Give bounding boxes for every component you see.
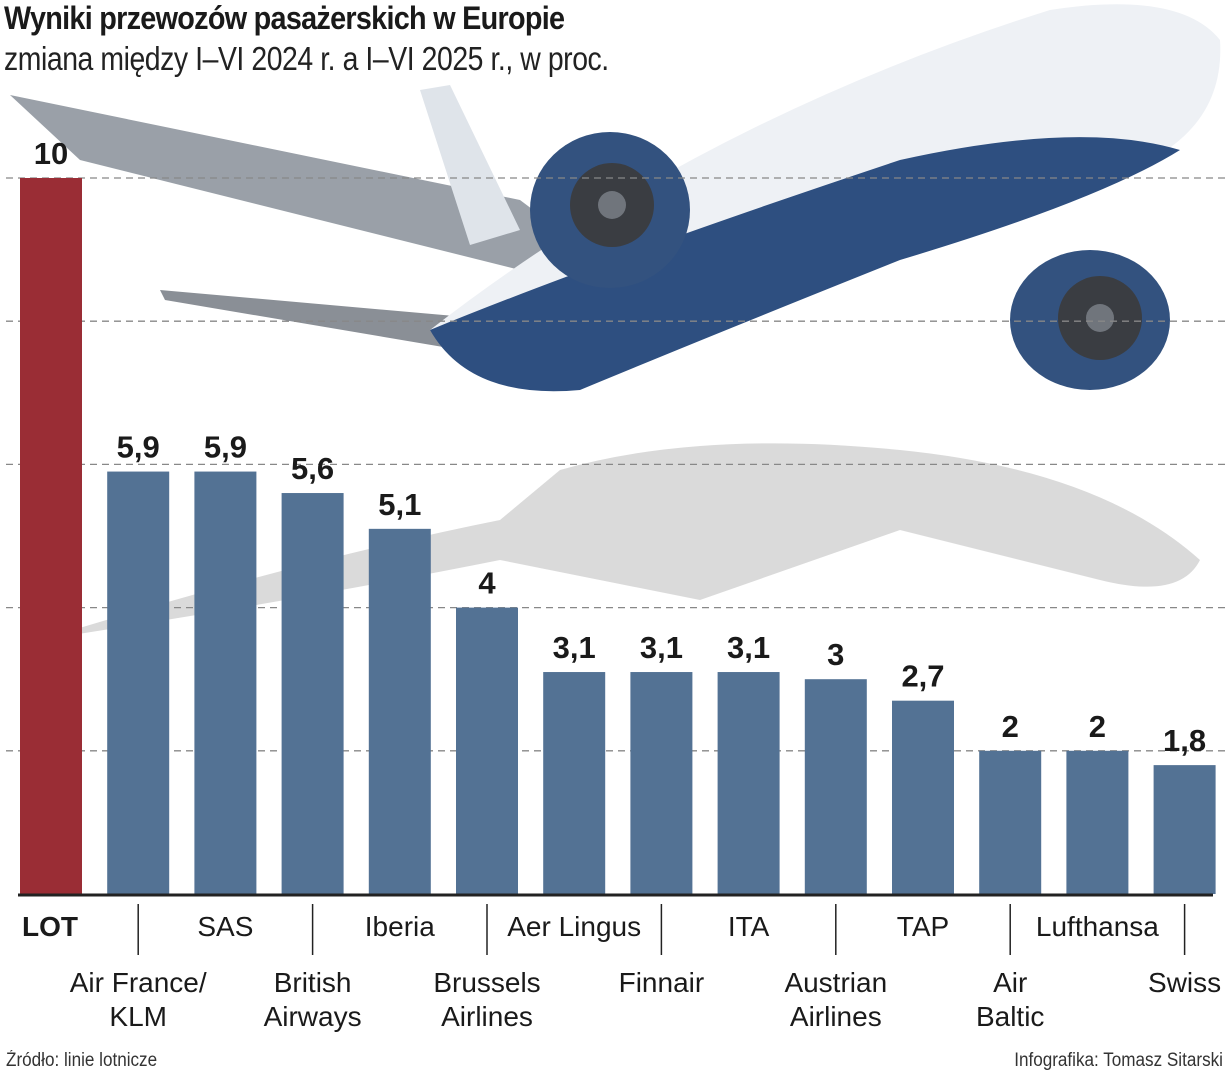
category-label: Brussels Airlines (433, 967, 540, 1032)
value-label: 5,9 (117, 430, 160, 465)
category-label: Austrian Airlines (784, 967, 887, 1032)
category-label-line: Brussels (433, 967, 540, 998)
plane-engine-right-hub (1086, 304, 1114, 332)
category-label: Finnair (619, 967, 705, 998)
category-label-line: Air France/ (70, 967, 207, 998)
bar-10 (892, 700, 954, 894)
plane-tail-fin (420, 85, 520, 245)
category-label: Lufthansa (1036, 911, 1159, 942)
chart-title: Wyniki przewozów pasażerskich w Europie (4, 0, 565, 36)
category-label-line: Finnair (619, 967, 705, 998)
value-label: 5,9 (204, 430, 247, 465)
bar-2 (194, 471, 257, 894)
airplane-illustration (10, 4, 1221, 640)
category-label: LOT (22, 911, 78, 942)
category-label-line: Austrian (784, 967, 887, 998)
category-separators (137, 904, 1186, 955)
value-labels: 10 5,9 5,9 5,6 5,1 4 3,1 3,1 3,1 3 2,7 2 2 1,8 (34, 136, 1206, 758)
category-label: TAP (897, 911, 949, 942)
category-label: Swiss (1148, 967, 1221, 998)
credit-note: Infografika: Tomasz Sitarski (1014, 1050, 1223, 1071)
value-label: 2 (1089, 709, 1106, 744)
value-label: 3,1 (727, 630, 770, 665)
value-label: 5,6 (291, 451, 334, 486)
category-label-line: Airlines (441, 1001, 533, 1032)
bar-13 (1153, 765, 1216, 894)
category-label: Air France/KLM (70, 967, 207, 1032)
category-label: Aer Lingus (507, 911, 641, 942)
category-label-line: Airways (264, 1001, 362, 1032)
category-label-line: Swiss (1148, 967, 1221, 998)
category-label: Iberia (365, 911, 435, 942)
chart-subtitle: zmiana między I–VI 2024 r. a I–VI 2025 r… (4, 40, 609, 77)
bar-5 (456, 607, 518, 894)
value-label: 1,8 (1163, 723, 1206, 758)
plane-near-wing (10, 95, 600, 280)
value-label: 5,1 (378, 487, 421, 522)
value-label: 3 (827, 637, 844, 672)
category-label-line: SAS (197, 911, 253, 942)
category-label-line: LOT (22, 911, 78, 942)
category-label-line: KLM (109, 1001, 167, 1032)
category-label-line: Aer Lingus (507, 911, 641, 942)
category-label-line: British (274, 967, 352, 998)
bar-11 (979, 750, 1042, 894)
plane-fuselage-belly (430, 137, 1180, 392)
category-label-line: Baltic (976, 1001, 1044, 1032)
category-label: ITA (728, 911, 770, 942)
source-note: Źródło: linie lotnicze (6, 1050, 158, 1071)
category-label: British Airways (264, 967, 362, 1032)
category-label: Air Baltic (976, 967, 1044, 1032)
category-label-line: ITA (728, 911, 770, 942)
bar-1 (107, 471, 170, 894)
category-label-line: TAP (897, 911, 949, 942)
bar-12 (1066, 750, 1129, 894)
bars (20, 178, 1216, 894)
category-label-line: Iberia (365, 911, 435, 942)
category-label: SAS (197, 911, 253, 942)
value-label: 3,1 (553, 630, 596, 665)
value-label: 4 (478, 566, 496, 601)
value-label: 2 (1002, 709, 1019, 744)
category-label-line: Lufthansa (1036, 911, 1159, 942)
category-label-line: Airlines (790, 1001, 882, 1032)
bar-7 (630, 672, 693, 894)
bar-8 (717, 672, 780, 894)
bar-9 (804, 679, 867, 894)
bar-6 (543, 672, 606, 894)
value-label: 10 (34, 136, 68, 171)
bar-3 (281, 493, 344, 894)
category-label-line: Air (993, 967, 1027, 998)
bar-4 (368, 528, 431, 894)
plane-engine-left-hub (598, 191, 626, 219)
value-label: 2,7 (901, 659, 944, 694)
bar-0 (20, 178, 82, 894)
value-label: 3,1 (640, 630, 683, 665)
